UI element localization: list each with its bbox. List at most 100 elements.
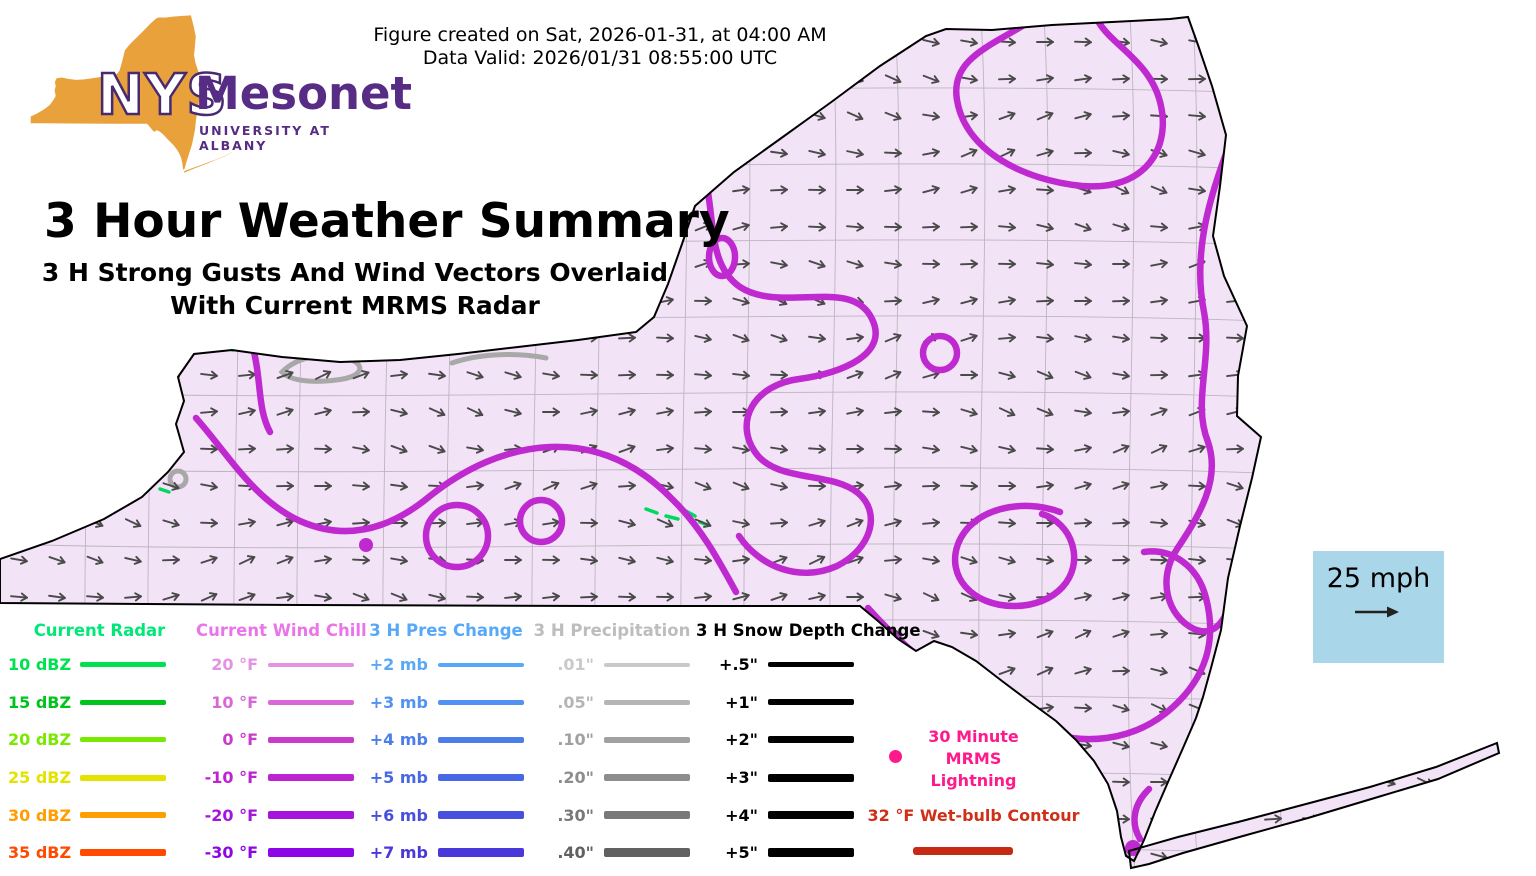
legend-entry: .05" [532,684,692,722]
lightning-dot-icon [889,750,902,763]
figure-title: 3 Hour Weather Summary [44,194,730,249]
legend-entry: .10" [532,721,692,759]
lightning-label-line: 30 Minute [928,727,1019,746]
legend-entry-line [604,811,690,820]
legend-entry-line [438,774,524,782]
legend-entry-line [80,812,166,819]
figure-subtitle: 3 H Strong Gusts And Wind Vectors Overla… [30,256,680,322]
legend-entry-line [80,774,166,781]
legend-entry-line [768,811,854,820]
legend-entry-line [604,662,690,667]
legend-entry-line [604,736,690,743]
legend-entry-label: .01" [557,655,594,675]
wind-scale-label: 25 mph [1326,563,1431,594]
legend-entry: +4" [696,796,901,834]
legend-entry-label: -20 °F [204,805,258,825]
legend-entry-line [268,774,354,782]
legend-entry-line [80,662,166,668]
legend-entry-line [604,774,690,782]
legend-column-radar: Current Radar 10 dBZ 15 dBZ 20 dBZ 25 dBZ 30 … [8,616,191,872]
legend-entry-label: .10" [557,730,594,750]
legend-entry-line [768,773,854,782]
legend-entry-line [438,736,524,743]
legend-entry: .40" [532,834,692,872]
legend-entry-label: +5 mb [369,768,428,788]
logo-name: Mesonet [195,67,413,120]
legend-entry-line [268,811,354,820]
data-valid-text: Data Valid: 2026/01/31 08:55:00 UTC [422,47,778,69]
wetbulb-legend-label: 32 °F Wet-bulb Contour [867,806,1080,825]
legend-entry: +.5" [696,646,901,684]
legend-entry-label: 10 °F [211,692,258,712]
legend-entry-line [80,699,166,705]
wind-scale-box: 25 mph [1313,551,1444,663]
legend-entry-line [268,736,354,743]
legend-entry: -10 °F [196,759,361,797]
legend-title-wind-chill: Current Wind Chill [196,621,367,640]
legend-entry-line [438,662,524,667]
legend-column-snow-depth: 3 H Snow Depth Change +.5" +1" +2" +3" +4" +5" [696,616,921,872]
legend-entry-line [268,848,354,858]
legend-entry-label: 20 °F [211,655,258,675]
legend-column-precipitation: 3 H Precipitation .01" .05" .10" .20" .30" .40… [532,616,692,872]
legend-entry: +7 mb [366,834,526,872]
legend-entry-line [268,662,354,667]
legend-entry-label: +3" [725,768,758,788]
long-island-fill [1129,743,1499,868]
legend-entry: .20" [532,759,692,797]
legend-entry-label: +6 mb [369,805,428,825]
legend-entry-label: -30 °F [204,843,258,863]
legend-entry: +6 mb [366,796,526,834]
legend-entry: 35 dBZ [8,834,191,872]
legend-entry-label: +.5" [719,655,758,675]
wetbulb-legend-line [913,847,1013,855]
legend-entry: 30 dBZ [8,796,191,834]
legend-entry-label: 35 dBZ [8,843,72,863]
legend-entry-label: +2" [725,730,758,750]
legend-column-wind-chill: Current Wind Chill 20 °F 10 °F 0 °F -10 °F -2… [196,616,367,872]
legend-entry: 20 dBZ [8,721,191,759]
legend-entry: +1" [696,684,901,722]
legend-entry-label: 10 dBZ [8,655,72,675]
legend-entry: +5 mb [366,759,526,797]
legend-entry: .01" [532,646,692,684]
logo-acronym: NYS [96,62,228,130]
legend-entry: 25 dBZ [8,759,191,797]
legend-entry-label: +4" [725,805,758,825]
legend-entry: -20 °F [196,796,361,834]
wind-scale-arrow-icon [1354,606,1399,618]
legend-column-pres-change: 3 H Pres Change +2 mb +3 mb +4 mb +5 mb +6 mb… [366,616,526,872]
legend-entry: 20 °F [196,646,361,684]
legend-entry-label: .05" [557,692,594,712]
legend-entry-label: +7 mb [369,843,428,863]
legend-entry-line [604,699,690,705]
legend-entry-line [768,699,854,706]
map-legend: Current Radar 10 dBZ 15 dBZ 20 dBZ 25 dBZ 30 … [8,616,1079,876]
subtitle-line-2: With Current MRMS Radar [170,291,540,320]
legend-entry-line [768,662,854,668]
legend-entry-label: +4 mb [369,730,428,750]
legend-entry-line [80,849,166,857]
legend-title-precipitation: 3 H Precipitation [533,621,691,640]
legend-entry-label: .30" [557,805,594,825]
legend-entry: +3" [696,759,901,797]
legend-entry-label: 30 dBZ [8,805,72,825]
legend-entry: +5" [696,834,901,872]
legend-entry-label: 20 dBZ [8,730,72,750]
legend-entry-label: .40" [557,843,594,863]
lightning-legend-label: 30 Minute MRMS Lightning [901,726,1046,792]
legend-entry-line [438,811,524,820]
legend-entry-label: 15 dBZ [8,692,72,712]
figure-created-text: Figure created on Sat, 2026-01-31, at 04… [373,24,827,46]
legend-entry: +2" [696,721,901,759]
legend-entry-line [438,699,524,705]
lightning-label-line: MRMS [945,749,1002,768]
figure-header: Figure created on Sat, 2026-01-31, at 04… [330,24,870,70]
subtitle-line-1: 3 H Strong Gusts And Wind Vectors Overla… [41,258,669,287]
legend-entry-line [268,699,354,705]
legend-title-radar: Current Radar [33,621,166,640]
legend-entry: +3 mb [366,684,526,722]
legend-entry: 10 °F [196,684,361,722]
legend-entry-label: +5" [725,843,758,863]
